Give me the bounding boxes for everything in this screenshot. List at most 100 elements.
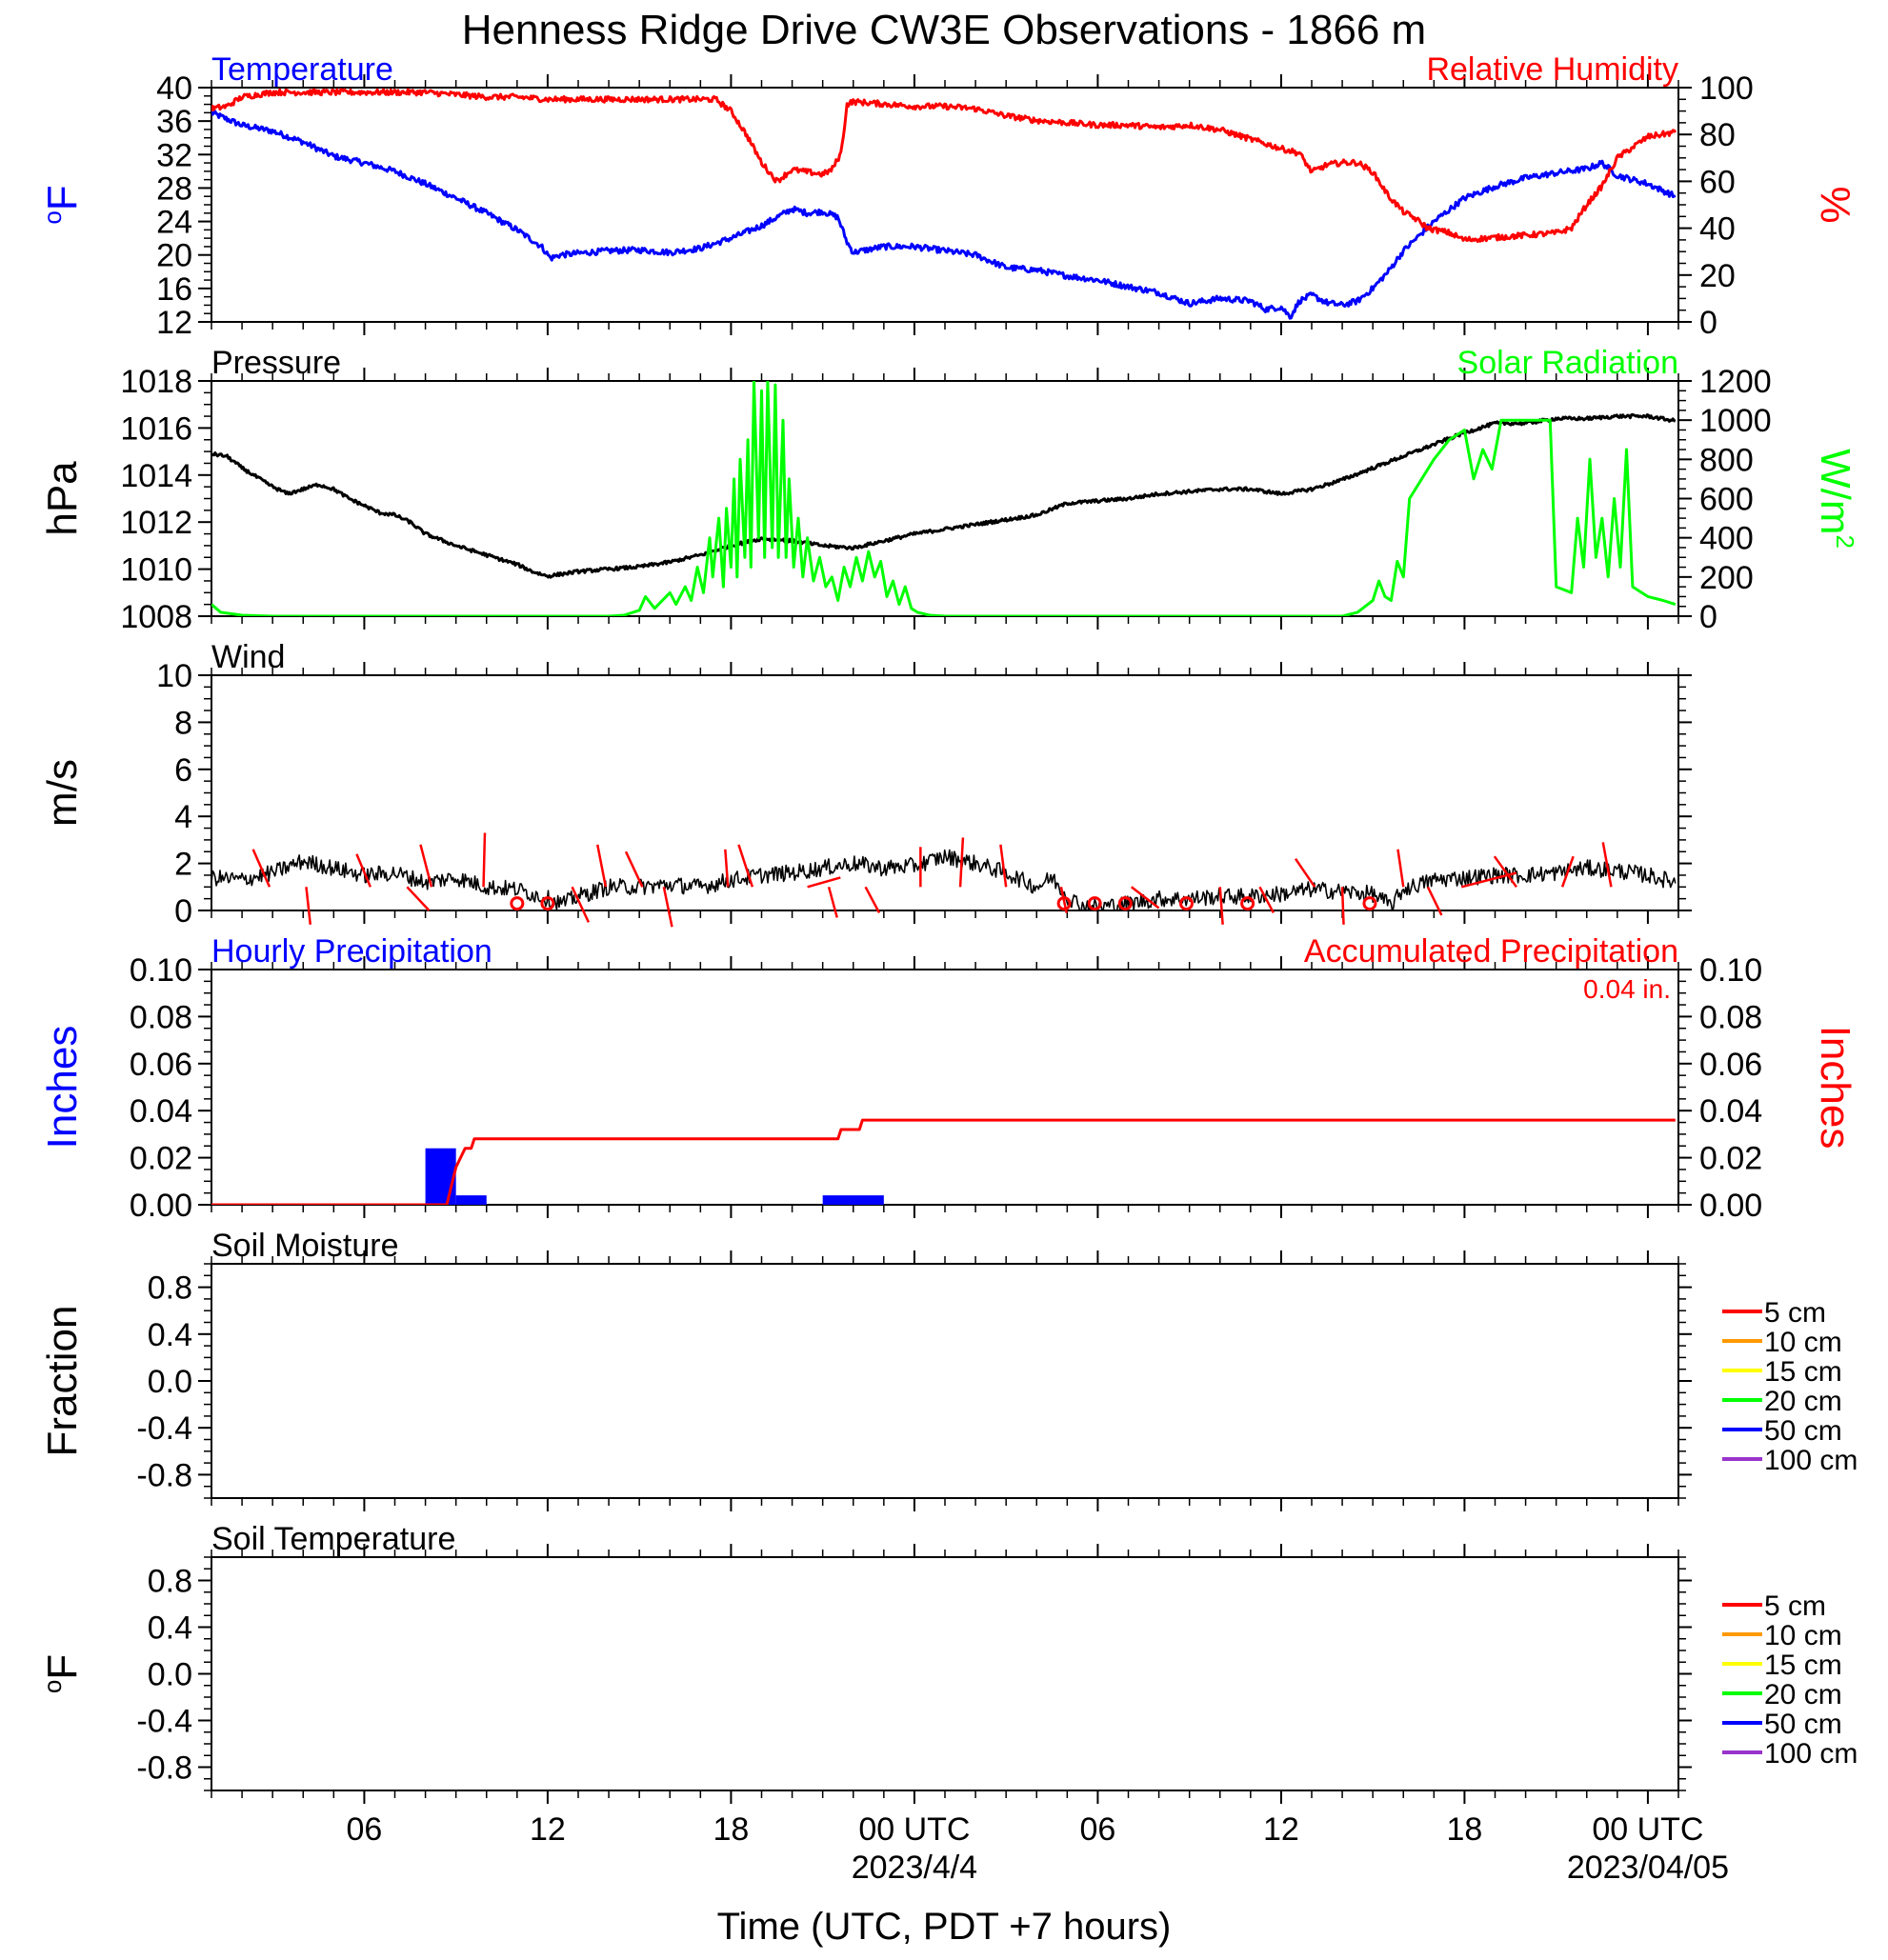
right-axis-unit: Inches [1812,1026,1858,1150]
wind-barb [958,837,965,888]
x-tick-label: 06 [1080,1811,1116,1848]
panel-left-title: Soil Temperature [211,1521,455,1557]
hourly-precip-bar [822,1195,884,1205]
series-line-solar-radiation [211,381,1677,616]
right-tick-label: 400 [1699,521,1754,557]
x-tick-label: 00 UTC [1592,1811,1703,1848]
right-tick-label: 40 [1699,211,1736,248]
legend-label: 5 cm [1764,1590,1826,1622]
right-tick-label: 200 [1699,560,1754,596]
calm-wind-marker [1178,896,1194,911]
legend-label: 50 cm [1764,1709,1842,1740]
legend-label: 15 cm [1764,1356,1842,1388]
panel-data [211,88,1677,320]
right-tick-label: 1200 [1699,364,1772,400]
panel-frame [211,674,1679,911]
left-tick-label: 28 [156,170,192,207]
left-tick-label: 4 [174,799,192,835]
panel-frame [211,1556,1679,1791]
left-axis-unit: Fraction [39,1306,86,1457]
series-line-pressure [211,412,1677,579]
panel-right-title: Accumulated Precipitation [1304,933,1678,970]
left-axis-unit: m/s [39,759,86,827]
left-axis-unit: hPa [39,461,86,536]
left-tick-label: -0.8 [136,1750,192,1787]
left-axis-unit: oF [38,185,86,224]
wind-barb [662,887,673,928]
right-tick-label: 0.02 [1699,1141,1762,1177]
right-tick-label: 100 [1699,70,1754,107]
series-line-temperature [211,110,1677,320]
left-tick-label: -0.4 [136,1410,192,1447]
wind-barb [1396,849,1405,888]
left-tick-label: 0.4 [148,1317,192,1353]
x-date-label: 2023/04/05 [1567,1850,1729,1886]
panel-data [211,849,1677,910]
series-line-wind [211,849,1677,910]
left-tick-label: 0.4 [148,1610,192,1647]
wind-barb [1258,886,1275,914]
left-tick-label: 0.06 [130,1047,192,1083]
wind-barb [251,849,271,888]
right-tick-label: 0.04 [1699,1093,1762,1130]
left-tick-label: 0.0 [148,1364,192,1400]
left-tick-label: 20 [156,238,192,274]
calm-wind-marker [1087,896,1102,911]
calm-wind-marker [510,896,525,911]
left-axis-unit: Inches [39,1026,86,1150]
wind-barb [1130,886,1160,910]
legend-label: 10 cm [1764,1327,1842,1358]
wind-barb [1426,886,1443,916]
x-date-label: 2023/4/4 [852,1850,977,1886]
left-tick-label: 0.00 [130,1188,192,1224]
right-tick-label: 1000 [1699,403,1772,439]
right-tick-label: 0.10 [1699,952,1762,989]
series-line-relative-humidity [211,88,1677,244]
wind-barb [1601,842,1613,888]
left-tick-label: 1016 [120,410,192,447]
left-tick-label: 2 [174,847,192,883]
left-tick-label: 12 [156,305,192,341]
panel-wind: 10 8 6 4 2 0 Wind m/s [39,639,1692,930]
left-tick-label: 40 [156,70,192,107]
panel-left-title: Temperature [211,51,393,88]
wind-barb [724,849,730,888]
legend-label: 10 cm [1764,1620,1842,1651]
legend-label: 5 cm [1764,1297,1826,1329]
left-tick-label: 0.8 [148,1564,192,1600]
left-tick-label: 1018 [120,364,192,400]
legend-label: 20 cm [1764,1386,1842,1417]
wind-barb [1340,887,1345,925]
wind-barb [1493,855,1517,889]
x-tick-label: 12 [530,1811,566,1848]
panel-left-title: Pressure [211,345,341,381]
panel-data [211,381,1677,616]
wind-barb [1218,887,1224,925]
right-axis-unit: W/m2 [1812,449,1859,549]
left-tick-label: 0 [174,893,192,930]
hourly-precip-bar [455,1195,487,1205]
left-tick-label: 1008 [120,599,192,635]
left-tick-label: 1010 [120,552,192,589]
wind-barb [571,886,591,923]
hourly-precip-bar [425,1148,456,1205]
panel-left-title: Soil Moisture [211,1228,399,1264]
panel-left-title: Wind [211,639,285,675]
panel-frame [211,380,1679,617]
x-tick-label: 18 [713,1811,750,1848]
calm-wind-marker [540,896,555,911]
calm-wind-marker [1056,896,1072,911]
wind-barb [864,886,881,914]
wind-barb [807,876,841,889]
wind-barb [406,886,431,911]
left-tick-label: -0.4 [136,1704,192,1740]
right-tick-label: 20 [1699,258,1736,294]
panel-left-title: Hourly Precipitation [211,933,492,970]
panel-data [211,1118,1676,1205]
